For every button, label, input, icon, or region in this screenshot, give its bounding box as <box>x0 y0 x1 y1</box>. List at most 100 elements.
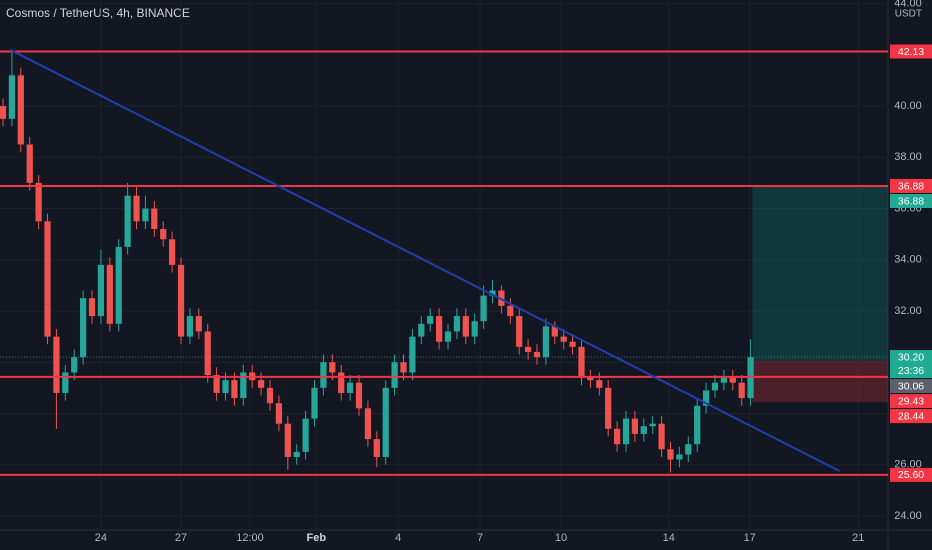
candle-body <box>640 426 647 434</box>
candle-body <box>346 382 354 393</box>
price-label-box <box>890 394 932 409</box>
candle-body <box>631 418 639 434</box>
candle-body <box>444 331 452 342</box>
y-tick-label: 34.00 <box>894 254 922 266</box>
candle-body <box>44 221 51 337</box>
y-tick-label: 32.00 <box>894 305 922 317</box>
candle-body <box>685 444 692 455</box>
candle-body <box>266 387 274 404</box>
candle-body <box>578 346 585 378</box>
candle-body <box>596 380 603 388</box>
price-label-box <box>890 409 932 424</box>
candle-body <box>106 264 113 324</box>
y-tick-label: 26.00 <box>894 459 922 471</box>
candle-body <box>560 336 567 342</box>
candle-body <box>418 323 425 337</box>
candle-body <box>329 362 336 373</box>
price-label-box <box>890 467 932 482</box>
candle-body <box>142 208 149 222</box>
candle-body <box>569 341 576 347</box>
candle-body <box>711 382 719 391</box>
price-label: 42.13 <box>898 46 924 58</box>
candle-body <box>240 372 247 399</box>
candle-body <box>516 316 523 347</box>
candle-body <box>88 298 96 317</box>
candle-body <box>605 387 612 429</box>
y-tick-label: 38.00 <box>894 151 922 163</box>
candle-body <box>551 326 558 337</box>
candle-body <box>293 451 300 457</box>
y-tick-label: 40.00 <box>894 100 922 112</box>
candle-body <box>53 336 60 393</box>
candle-body <box>80 298 87 358</box>
candle-body <box>462 316 469 337</box>
currency-label: USDT <box>895 9 922 20</box>
price-label: 36.88 <box>898 180 924 192</box>
x-tick-label: 21 <box>852 532 864 544</box>
candle-body <box>320 362 327 388</box>
candle-body <box>115 246 122 324</box>
candle-body <box>738 382 745 399</box>
candle-body <box>355 382 363 409</box>
stop-zone <box>752 360 888 403</box>
x-tick-label: 14 <box>663 532 675 544</box>
price-label-box <box>890 178 932 193</box>
candle-body <box>676 454 683 460</box>
plot-area <box>0 0 888 530</box>
price-label: 25.60 <box>898 469 924 481</box>
candle-body <box>133 195 140 222</box>
candle-body <box>524 346 532 352</box>
candle-body <box>275 403 283 424</box>
x-tick-label: 7 <box>477 532 483 544</box>
candle-body <box>489 290 496 296</box>
candle-body <box>702 390 710 406</box>
candle-body <box>480 295 487 322</box>
candle-body <box>471 321 478 337</box>
candle-body <box>694 405 701 445</box>
countdown-label: 23:36 <box>898 365 924 377</box>
candle-body <box>622 418 630 445</box>
candle-body <box>257 380 265 388</box>
candle-body <box>453 316 461 332</box>
candle-body <box>0 106 7 119</box>
candle-body <box>302 418 309 452</box>
candle-body <box>658 423 665 450</box>
candle-body <box>231 380 238 399</box>
candle-body <box>204 331 211 376</box>
candle-body <box>435 316 443 342</box>
candle-body <box>667 449 674 460</box>
candle-body <box>169 239 176 265</box>
candle-body <box>587 377 594 381</box>
candle-body <box>124 195 131 247</box>
candle-body <box>720 377 728 383</box>
candle-body <box>542 326 550 358</box>
candle-body <box>195 316 202 332</box>
candle-body <box>613 428 621 445</box>
candle-body <box>71 357 78 373</box>
candle-body <box>364 408 372 440</box>
chart-title: Cosmos / TetherUS, 4h, BINANCE <box>6 6 190 20</box>
x-tick-label: 12:00 <box>236 532 264 544</box>
candle-body <box>311 387 318 419</box>
price-label-box <box>890 193 932 208</box>
candle-body <box>400 362 407 373</box>
candle-body <box>62 372 69 393</box>
price-label: 28.44 <box>898 410 924 422</box>
candle-body <box>222 380 229 393</box>
candle-body <box>409 336 416 373</box>
candle-body <box>284 423 291 457</box>
candle-body <box>507 305 514 317</box>
candle-body <box>391 362 398 388</box>
candle-body <box>533 351 541 358</box>
candle-body <box>151 208 158 230</box>
candle-body <box>17 75 24 145</box>
price-label-box <box>890 379 932 394</box>
candle-body <box>177 264 185 337</box>
price-label: 36.88 <box>898 195 924 207</box>
candle-body <box>186 316 194 337</box>
candle-body <box>97 264 105 317</box>
candle-body <box>649 423 656 427</box>
candle-body <box>729 377 736 383</box>
